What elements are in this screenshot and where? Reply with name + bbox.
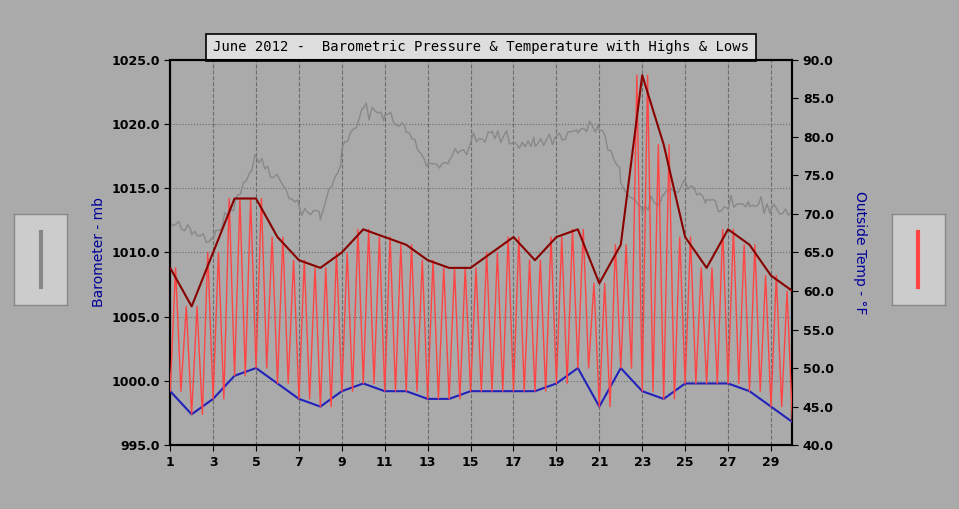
Y-axis label: Outside Temp - °F: Outside Temp - °F (854, 191, 867, 314)
Y-axis label: Barometer - mb: Barometer - mb (92, 197, 105, 307)
Title: June 2012 -  Barometric Pressure & Temperature with Highs & Lows: June 2012 - Barometric Pressure & Temper… (213, 40, 749, 54)
